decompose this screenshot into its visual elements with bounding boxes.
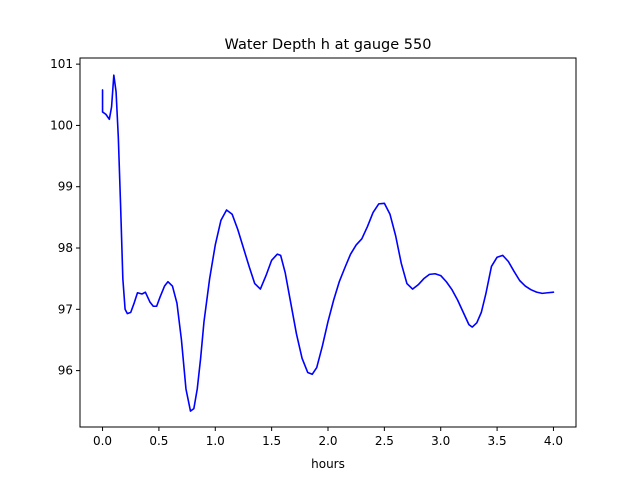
series-line-0: [101, 74, 555, 412]
x-tick-label: 1.5: [262, 434, 281, 448]
x-tick-label: 2.0: [318, 434, 337, 448]
y-tick-label: 98: [58, 241, 73, 255]
x-tick-label: 3.0: [431, 434, 450, 448]
x-tick-label: 0.0: [93, 434, 112, 448]
x-axis-label: hours: [311, 457, 345, 471]
x-tick-label: 0.5: [149, 434, 168, 448]
x-tick-label: 2.5: [375, 434, 394, 448]
chart-title: Water Depth h at gauge 550: [225, 37, 432, 53]
x-tick-label: 1.0: [206, 434, 225, 448]
x-tick-label: 4.0: [544, 434, 563, 448]
y-tick-label: 99: [58, 180, 73, 194]
y-tick-label: 96: [58, 364, 73, 378]
x-axis: 0.0 0.5 1.0 1.5 2.0 2.5 3.0 3.5 4.0: [93, 427, 563, 448]
x-tick-label: 3.5: [488, 434, 507, 448]
y-tick-label: 101: [50, 57, 73, 71]
y-tick-label: 97: [58, 302, 73, 316]
plot-data-layer: [101, 74, 555, 412]
y-axis: 96 97 98 99 100 101: [50, 57, 80, 378]
y-tick-label: 100: [50, 118, 73, 132]
